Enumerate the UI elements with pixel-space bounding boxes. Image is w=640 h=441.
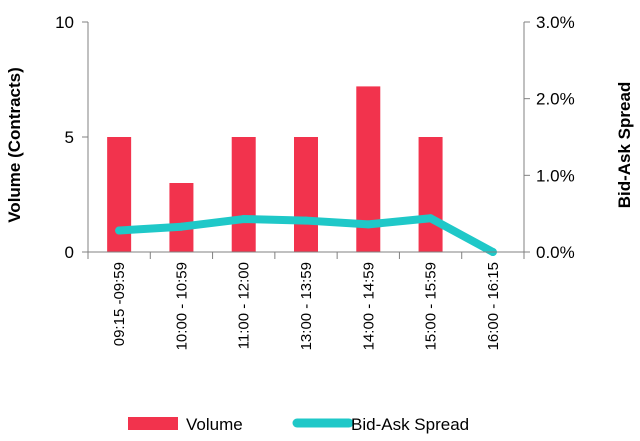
spread-point: [302, 216, 310, 225]
legend-volume-label: Volume: [186, 415, 243, 434]
x-tick-label: 10:00 - 10:59: [173, 262, 190, 350]
legend: Volume Bid-Ask Spread: [128, 415, 469, 434]
spread-point: [364, 220, 373, 229]
legend-spread-label: Bid-Ask Spread: [351, 415, 469, 434]
x-tick-label: 15:00 - 15:59: [423, 262, 440, 350]
left-tick-label: 0: [65, 243, 74, 262]
volume-bar: [294, 137, 318, 252]
right-axis-title: Bid-Ask Spread: [615, 82, 634, 209]
spread-point: [426, 214, 435, 223]
x-tick-label: 11:00 - 12:00: [236, 262, 253, 349]
right-tick-label: 2.0%: [536, 90, 575, 109]
spread-point: [239, 215, 248, 224]
left-axis-title: Volume (Contracts): [5, 67, 24, 223]
spread-point: [177, 222, 186, 231]
x-tick-label: 13:00 - 13:59: [298, 262, 315, 350]
volume-bar: [231, 137, 256, 252]
x-tick-label: 09:15 -09:59: [111, 262, 128, 346]
spread-line-layer: [115, 214, 497, 256]
right-tick-label: 0.0%: [536, 243, 575, 262]
volume-bar: [169, 183, 194, 252]
right-tick-label: 3.0%: [536, 13, 575, 32]
axes: [82, 21, 530, 259]
left-tick-label: 10: [55, 13, 74, 32]
x-tick-label: 14:00 - 14:59: [360, 262, 377, 350]
tick-labels: 0 5 10 0.0% 1.0% 2.0% 3.0% 09:15 -09:59 10:00 - …: [55, 13, 575, 350]
left-tick-label: 5: [65, 128, 74, 147]
spread-point: [115, 226, 124, 235]
volume-bar: [107, 137, 132, 252]
x-tick-label: 16:00 - 16:15: [485, 262, 502, 350]
right-tick-label: 1.0%: [536, 166, 575, 185]
legend-volume-swatch: [128, 417, 178, 430]
volume-bar: [418, 137, 443, 252]
